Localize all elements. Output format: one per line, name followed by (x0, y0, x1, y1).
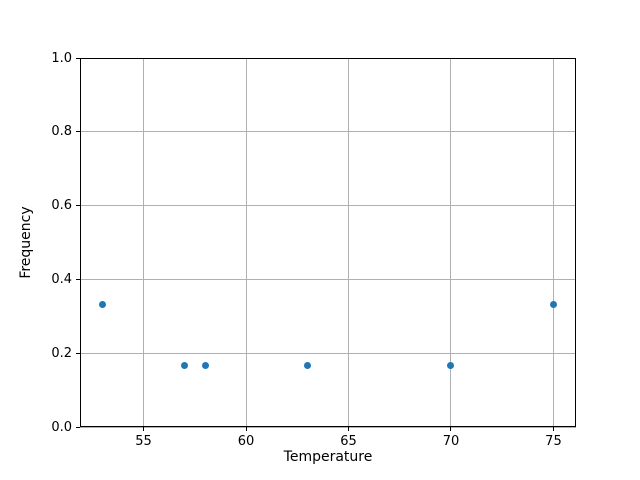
y-tick-mark (76, 131, 80, 133)
y-tick-mark (76, 352, 80, 354)
data-point (181, 361, 189, 369)
x-tick-mark (450, 427, 452, 431)
y-tick-mark (76, 57, 80, 59)
y-tick-label: 0.8 (51, 124, 72, 140)
data-point (201, 361, 209, 369)
y-tick-label: 0.2 (51, 345, 72, 361)
x-axis-label: Temperature (283, 449, 373, 465)
x-tick-label: 75 (545, 434, 562, 449)
y-gridline (80, 131, 576, 133)
x-tick-label: 55 (135, 434, 152, 449)
y-gridline (80, 426, 576, 428)
y-tick-label: 1.0 (51, 50, 72, 66)
x-tick-mark (552, 427, 554, 431)
x-tick-mark (347, 427, 349, 431)
x-tick-label: 70 (442, 434, 460, 449)
x-tick-mark (245, 427, 247, 431)
data-point (549, 300, 557, 308)
y-tick-mark (76, 205, 80, 207)
y-axis-label: Frequency (18, 206, 34, 279)
x-tick-mark (143, 427, 145, 431)
y-gridline (80, 352, 576, 354)
y-tick-label: 0.6 (51, 198, 72, 214)
y-tick-mark (76, 426, 80, 428)
data-point (447, 361, 455, 369)
plot-area (80, 58, 576, 427)
x-gridline (450, 58, 452, 427)
data-point (304, 361, 311, 369)
y-gridline (80, 205, 576, 207)
x-gridline (143, 58, 145, 427)
data-point (99, 300, 107, 308)
x-tick-label: 60 (237, 434, 255, 449)
x-gridline (347, 58, 349, 427)
y-tick-label: 0.4 (51, 271, 72, 287)
x-tick-label: 65 (340, 434, 357, 449)
x-gridline (245, 58, 247, 427)
y-tick-mark (76, 278, 80, 280)
y-tick-label: 0.0 (51, 419, 72, 435)
x-gridline (552, 58, 554, 427)
y-gridline (80, 278, 576, 280)
